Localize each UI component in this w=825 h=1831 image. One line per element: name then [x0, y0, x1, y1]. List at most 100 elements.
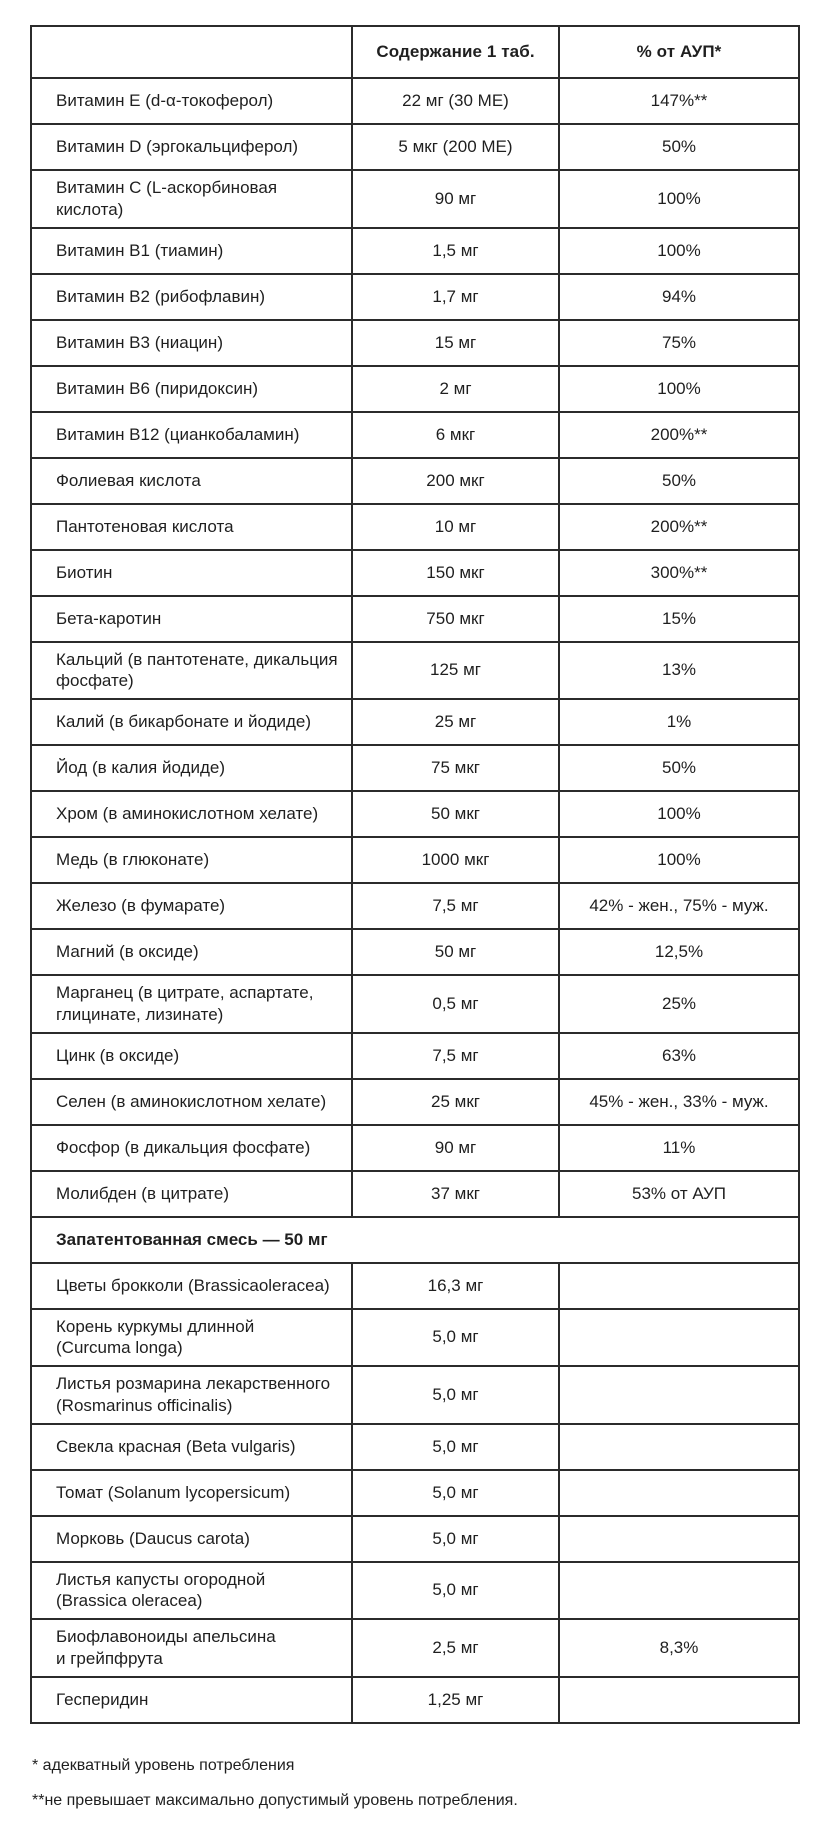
table-row: Медь (в глюконате) 1000 мкг 100% — [30, 836, 800, 884]
nutrient-name-cell: Витамин C (L-аскорбиновая кислота) — [30, 169, 353, 229]
supplement-facts-table: Содержание 1 таб. % от АУП* Витамин E (d… — [30, 25, 800, 1724]
nutrient-percent-cell — [558, 1514, 800, 1563]
nutrient-percent-cell: 50% — [558, 456, 800, 505]
nutrient-percent-cell: 200%** — [558, 410, 800, 459]
nutrient-amount-cell: 0,5 мг — [351, 974, 560, 1034]
header-blank-cell — [30, 25, 353, 79]
table-row: Листья капусты огородной (Brassica olera… — [30, 1560, 800, 1620]
nutrient-name-cell: Железо (в фумарате) — [30, 882, 353, 930]
nutrient-amount-cell: 16,3 мг — [351, 1261, 560, 1310]
table-row: Цинк (в оксиде) 7,5 мг 63% — [30, 1031, 800, 1080]
table-row: Томат (Solanum lycopersicum) 5,0 мг — [30, 1468, 800, 1517]
nutrient-percent-cell: 100% — [558, 364, 800, 413]
nutrient-percent-cell: 50% — [558, 744, 800, 792]
table-row: Витамин B12 (цианкобаламин) 6 мкг 200%** — [30, 410, 800, 459]
nutrient-name-cell: Фолиевая кислота — [30, 456, 353, 505]
nutrient-name-cell: Хром (в аминокислотном хелате) — [30, 790, 353, 838]
nutrient-percent-cell: 1% — [558, 698, 800, 746]
table-row: Калий (в бикарбонате и йодиде) 25 мг 1% — [30, 698, 800, 746]
nutrient-amount-cell: 22 мг (30 МЕ) — [351, 77, 560, 125]
nutrient-percent-cell: 200%** — [558, 502, 800, 551]
nutrient-name-cell: Молибден (в цитрате) — [30, 1169, 353, 1218]
nutrient-amount-cell: 6 мкг — [351, 410, 560, 459]
nutrient-percent-cell: 45% - жен., 33% - муж. — [558, 1077, 800, 1126]
table-row: Витамин C (L-аскорбиновая кислота) 90 мг 1… — [30, 169, 800, 229]
nutrient-amount-cell: 90 мг — [351, 169, 560, 229]
nutrient-name-cell: Витамин E (d-α-токоферол) — [30, 77, 353, 125]
table-row: Морковь (Daucus carota) 5,0 мг — [30, 1514, 800, 1563]
nutrient-percent-cell — [558, 1560, 800, 1620]
nutrient-name-cell: Витамин B12 (цианкобаламин) — [30, 410, 353, 459]
table-row: Селен (в аминокислотном хелате) 25 мкг 45%… — [30, 1077, 800, 1126]
table-row: Магний (в оксиде) 50 мг 12,5% — [30, 928, 800, 976]
nutrient-amount-cell: 125 мг — [351, 640, 560, 700]
nutrient-percent-cell — [558, 1365, 800, 1425]
nutrient-amount-cell: 10 мг — [351, 502, 560, 551]
nutrient-name-cell: Кальций (в пантотенате, дикальция фосфат… — [30, 640, 353, 700]
table-row: Корень куркумы длинной (Curcuma longa) 5,… — [30, 1307, 800, 1367]
table-row: Фолиевая кислота 200 мкг 50% — [30, 456, 800, 505]
nutrient-percent-cell — [558, 1468, 800, 1517]
table-row: Йод (в калия йодиде) 75 мкг 50% — [30, 744, 800, 792]
nutrient-name-cell: Гесперидин — [30, 1675, 353, 1724]
nutrient-amount-cell: 150 мкг — [351, 548, 560, 597]
nutrient-percent-cell: 53% от АУП — [558, 1169, 800, 1218]
nutrient-amount-cell: 37 мкг — [351, 1169, 560, 1218]
nutrient-amount-cell: 7,5 мг — [351, 882, 560, 930]
nutrient-percent-cell: 100% — [558, 226, 800, 275]
nutrient-percent-cell — [558, 1675, 800, 1724]
nutrient-amount-cell: 15 мг — [351, 318, 560, 367]
nutrient-percent-cell: 8,3% — [558, 1618, 800, 1678]
table-header: Содержание 1 таб. % от АУП* — [30, 25, 800, 79]
nutrient-amount-cell: 750 мкг — [351, 594, 560, 643]
nutrient-amount-cell: 75 мкг — [351, 744, 560, 792]
table-row: Хром (в аминокислотном хелате) 50 мкг 100% — [30, 790, 800, 838]
nutrient-name-cell: Медь (в глюконате) — [30, 836, 353, 884]
nutrient-name-cell: Витамин B3 (ниацин) — [30, 318, 353, 367]
nutrient-percent-cell: 13% — [558, 640, 800, 700]
nutrient-percent-cell — [558, 1307, 800, 1367]
nutrient-name-cell: Витамин D (эргокальциферол) — [30, 123, 353, 171]
nutrient-percent-cell: 42% - жен., 75% - муж. — [558, 882, 800, 930]
table-row: Витамин B2 (рибофлавин) 1,7 мг 94% — [30, 272, 800, 321]
header-row: Содержание 1 таб. % от АУП* — [30, 25, 800, 79]
table-row: Витамин E (d-α-токоферол) 22 мг (30 МЕ) 14… — [30, 77, 800, 125]
nutrient-amount-cell: 1000 мкг — [351, 836, 560, 884]
nutrient-amount-cell: 2,5 мг — [351, 1618, 560, 1678]
nutrient-name-cell: Корень куркумы длинной (Curcuma longa) — [30, 1307, 353, 1367]
nutrient-amount-cell: 200 мкг — [351, 456, 560, 505]
nutrient-amount-cell: 90 мг — [351, 1123, 560, 1172]
nutrient-name-cell: Селен (в аминокислотном хелате) — [30, 1077, 353, 1126]
nutrient-percent-cell: 50% — [558, 123, 800, 171]
table-row: Марганец (в цитрате, аспартате, глицинат… — [30, 974, 800, 1034]
nutrient-amount-cell: 2 мг — [351, 364, 560, 413]
nutrient-amount-cell: 50 мг — [351, 928, 560, 976]
section-header-row: Запатентованная смесь — 50 мг — [30, 1215, 800, 1264]
nutrient-amount-cell: 1,5 мг — [351, 226, 560, 275]
nutrient-percent-cell: 25% — [558, 974, 800, 1034]
nutrient-percent-cell — [558, 1422, 800, 1471]
nutrient-name-cell: Морковь (Daucus carota) — [30, 1514, 353, 1563]
nutrient-amount-cell: 5 мкг (200 МЕ) — [351, 123, 560, 171]
table-row: Свекла красная (Beta vulgaris) 5,0 мг — [30, 1422, 800, 1471]
nutrient-percent-cell: 147%** — [558, 77, 800, 125]
nutrient-name-cell: Свекла красная (Beta vulgaris) — [30, 1422, 353, 1471]
table-row: Бета-каротин 750 мкг 15% — [30, 594, 800, 643]
footnote-max-allowed-level: **не превышает максимально допустимый ур… — [32, 1792, 518, 1810]
table-row: Листья розмарина лекарственного (Rosmari… — [30, 1365, 800, 1425]
nutrient-amount-cell: 5,0 мг — [351, 1468, 560, 1517]
nutrient-amount-cell: 5,0 мг — [351, 1514, 560, 1563]
table-row: Биофлавоноиды апельсина и грейпфрута 2,5 … — [30, 1618, 800, 1678]
nutrient-percent-cell: 75% — [558, 318, 800, 367]
nutrient-percent-cell: 100% — [558, 169, 800, 229]
table-body: Витамин E (d-α-токоферол) 22 мг (30 МЕ) 14… — [30, 77, 800, 1724]
nutrient-percent-cell: 300%** — [558, 548, 800, 597]
nutrient-name-cell: Листья капусты огородной (Brassica olera… — [30, 1560, 353, 1620]
nutrient-percent-cell: 15% — [558, 594, 800, 643]
nutrient-name-cell: Листья розмарина лекарственного (Rosmari… — [30, 1365, 353, 1425]
nutrient-name-cell: Бета-каротин — [30, 594, 353, 643]
nutrient-name-cell: Биотин — [30, 548, 353, 597]
nutrient-name-cell: Фосфор (в дикальция фосфате) — [30, 1123, 353, 1172]
table-row: Железо (в фумарате) 7,5 мг 42% - жен., 75%… — [30, 882, 800, 930]
nutrient-amount-cell: 5,0 мг — [351, 1422, 560, 1471]
